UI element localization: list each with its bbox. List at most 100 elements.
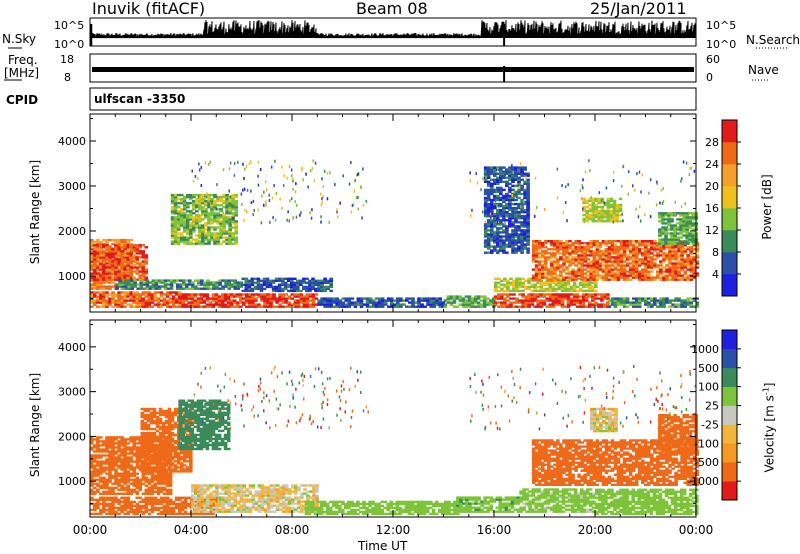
speckle (305, 172, 307, 176)
speckle (342, 174, 344, 178)
data-cell (668, 260, 672, 263)
data-cell (494, 295, 498, 298)
data-cell (607, 252, 612, 255)
data-cell (296, 287, 300, 291)
data-cell (443, 305, 448, 308)
data-cell (207, 222, 211, 225)
data-cell (90, 264, 94, 267)
data-cell (132, 478, 136, 481)
data-cell (625, 264, 630, 267)
data-cell (526, 235, 530, 238)
data-cell (496, 231, 500, 234)
data-cell (204, 208, 208, 211)
data-cell (572, 281, 577, 284)
data-cell (163, 279, 168, 282)
data-cell (589, 268, 593, 271)
speckle (314, 161, 317, 165)
data-cell (299, 295, 304, 298)
data-cell (111, 305, 115, 308)
data-cell (111, 256, 115, 259)
data-cell (505, 237, 509, 240)
data-cell (554, 295, 559, 298)
data-cell (658, 216, 662, 219)
data-cell (550, 264, 554, 267)
data-cell (585, 201, 589, 205)
data-cell (499, 172, 503, 175)
data-cell (99, 472, 103, 475)
data-cell (494, 287, 498, 291)
data-cell (497, 277, 501, 280)
data-cell (628, 272, 633, 275)
data-cell (661, 242, 665, 245)
data-cell (622, 250, 627, 253)
speckle (511, 194, 513, 197)
data-cell (574, 264, 578, 267)
data-cell (526, 211, 530, 214)
data-cell (141, 252, 146, 255)
data-cell (417, 301, 421, 304)
data-cell (147, 305, 152, 308)
data-cell (182, 228, 187, 231)
data-cell (254, 305, 258, 308)
data-cell (499, 211, 503, 214)
data-cell (674, 264, 678, 267)
data-cell (203, 285, 207, 288)
data-cell (520, 192, 524, 196)
data-cell (123, 458, 127, 461)
data-cell (99, 462, 103, 465)
data-cell (248, 301, 252, 304)
data-cell (508, 190, 512, 194)
data-cell (517, 180, 521, 183)
data-cell (505, 184, 509, 188)
data-cell (198, 224, 202, 227)
data-cell (235, 305, 240, 308)
data-cell (207, 216, 211, 219)
data-cell (90, 278, 94, 281)
speckle (353, 189, 356, 193)
data-cell (685, 238, 689, 241)
data-cell (653, 262, 657, 265)
data-cell (129, 297, 133, 300)
data-cell (205, 305, 210, 308)
data-cell (129, 446, 133, 449)
data-cell (511, 178, 515, 181)
data-region (494, 293, 610, 308)
data-cell (111, 291, 115, 294)
data-cell (429, 305, 433, 308)
data-cell (105, 299, 109, 302)
data-cell (581, 283, 586, 286)
data-cell (641, 272, 645, 275)
data-cell (587, 283, 592, 286)
speckle (495, 189, 498, 192)
data-cell (610, 242, 615, 245)
speckle (562, 211, 564, 215)
data-cell (685, 236, 689, 239)
data-cell (138, 456, 143, 459)
data-cell (600, 197, 605, 201)
data-cell (499, 202, 503, 206)
speckle (296, 203, 298, 207)
speckle (294, 190, 297, 194)
data-cell (102, 270, 106, 273)
speckle (288, 219, 290, 223)
data-cell (483, 198, 488, 202)
data-cell (323, 301, 327, 304)
data-cell (490, 166, 494, 169)
data-cell (228, 206, 232, 209)
data-cell (493, 206, 497, 210)
data-cell (96, 301, 100, 304)
data-cell (659, 254, 663, 257)
data-cell (592, 278, 597, 281)
speckle (656, 180, 658, 184)
data-cell (272, 293, 276, 296)
data-cell (592, 256, 597, 259)
data-cell (530, 289, 534, 293)
data-cell (526, 190, 530, 194)
data-cell (432, 305, 436, 308)
data-cell (111, 476, 115, 479)
speckle (228, 167, 231, 171)
speckle (310, 216, 313, 220)
data-cell (553, 268, 557, 271)
data-cell (163, 283, 168, 286)
data-cell (176, 206, 181, 209)
